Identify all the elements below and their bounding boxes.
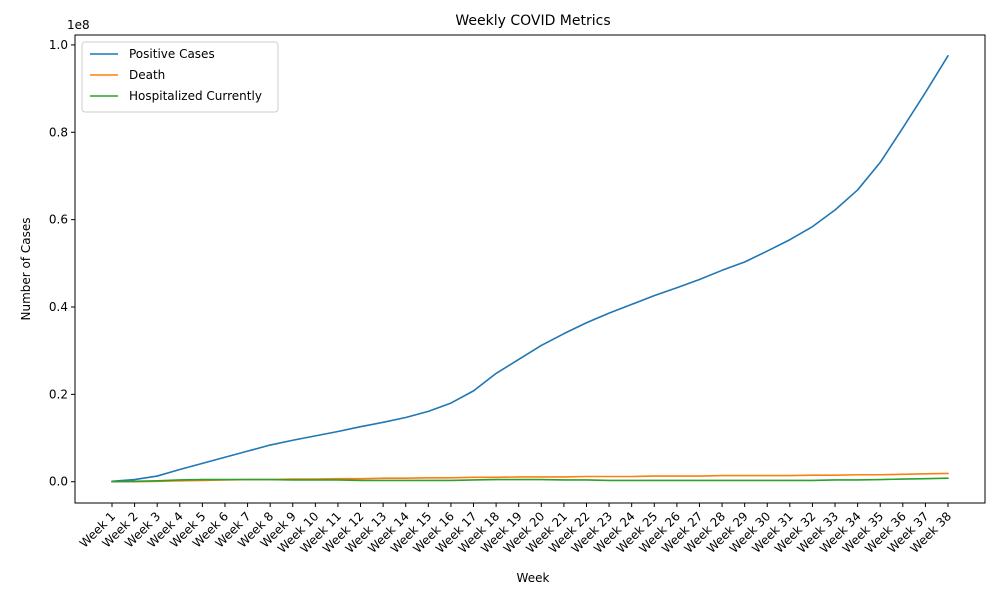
y-tick-label: 0.8: [49, 125, 68, 139]
y-axis-multiplier: 1e8: [67, 18, 90, 32]
y-tick-label: 0.6: [49, 213, 68, 227]
y-tick-label: 0.0: [49, 475, 68, 489]
legend-box: [81, 41, 279, 113]
plot-frame: [74, 34, 986, 504]
y-axis-label: Number of Cases: [19, 217, 33, 320]
series-lines: [111, 55, 949, 483]
legend-label: Death: [129, 68, 165, 82]
y-tick-label: 0.2: [49, 387, 68, 401]
legend-label: Hospitalized Currently: [129, 89, 262, 103]
chart-title: Weekly COVID Metrics: [455, 13, 610, 29]
legend: Positive Cases Death Hospitalized Currentl…: [81, 41, 279, 113]
series-line-hospitalized-currently: [111, 477, 949, 483]
y-tick-label: 1.0: [49, 38, 68, 52]
legend-label: Positive Cases: [129, 47, 215, 61]
y-tick-label: 0.4: [49, 300, 68, 314]
x-axis-label: Week: [517, 571, 550, 585]
y-axis-ticks: 0.0 0.2 0.4 0.6 0.8 1.0: [49, 38, 75, 489]
legend-items: Positive Cases Death Hospitalized Currentl…: [90, 47, 262, 103]
series-line-positive-cases: [111, 55, 949, 483]
